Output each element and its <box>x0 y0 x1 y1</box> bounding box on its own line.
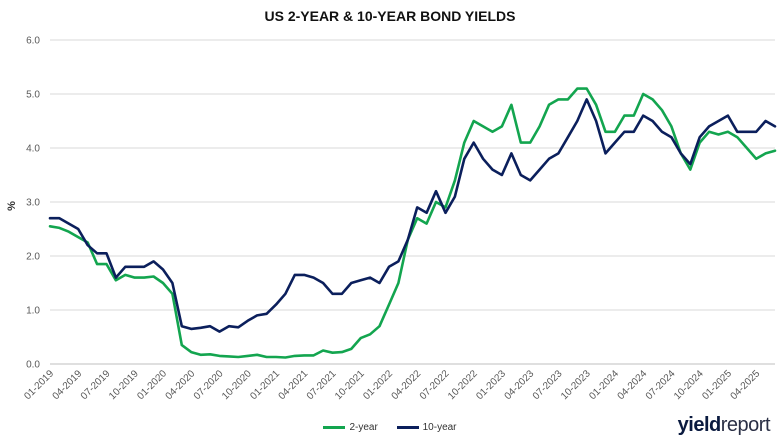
x-tick-label: 07-2020 <box>192 368 226 402</box>
x-tick-label: 04-2020 <box>164 368 198 402</box>
logo-text-bold: yield <box>677 414 722 436</box>
x-axis-ticks: 01-201904-201907-201910-201901-202004-20… <box>22 368 762 402</box>
y-axis-ticks: 0.0 1.0 2.0 3.0 4.0 5.0 6.0 <box>26 36 40 371</box>
series-line-2-year <box>48 87 777 359</box>
y-tick-label: 6.0 <box>26 36 40 47</box>
x-tick-label: 07-2021 <box>305 368 339 402</box>
x-tick-label: 07-2024 <box>644 368 678 402</box>
legend-label-2-year: 2-year <box>349 422 378 433</box>
yieldreport-logo: yieldreport <box>677 414 771 437</box>
y-tick-label: 4.0 <box>26 144 40 155</box>
y-tick-label: 5.0 <box>26 90 40 101</box>
x-tick-label: 10-2022 <box>446 368 480 402</box>
legend-item-2-year: 2-year <box>323 422 378 433</box>
legend-label-10-year: 10-year <box>422 422 457 433</box>
y-axis-label: % <box>6 201 18 211</box>
y-tick-label: 1.0 <box>26 306 40 317</box>
y-tick-label: 3.0 <box>26 198 40 209</box>
x-tick-label: 01-2022 <box>361 368 395 402</box>
x-tick-label: 07-2022 <box>418 368 452 402</box>
x-tick-label: 04-2024 <box>616 368 650 402</box>
x-tick-label: 01-2025 <box>700 368 734 402</box>
x-tick-label: 10-2023 <box>559 368 593 402</box>
y-tick-label: 2.0 <box>26 252 40 263</box>
x-tick-label: 07-2019 <box>79 368 113 402</box>
legend-item-10-year: 10-year <box>396 422 457 433</box>
logo-text-regular: report <box>720 414 771 436</box>
y-tick-label: 0.0 <box>26 360 40 371</box>
x-tick-label: 10-2019 <box>107 368 141 402</box>
legend-swatch-2-year <box>323 426 346 429</box>
grid-layer <box>50 39 775 365</box>
series-layer <box>48 87 777 359</box>
x-tick-label: 01-2019 <box>22 368 56 402</box>
legend-swatch-10-year <box>396 426 419 429</box>
x-tick-label: 01-2023 <box>474 368 508 402</box>
legend: 2-year 10-year <box>0 421 780 433</box>
x-tick-label: 04-2025 <box>729 368 763 402</box>
x-tick-label: 04-2022 <box>390 368 424 402</box>
x-tick-label: 01-2020 <box>135 368 169 402</box>
x-tick-label: 10-2021 <box>333 368 367 402</box>
x-tick-label: 04-2021 <box>277 368 311 402</box>
x-tick-label: 01-2021 <box>248 368 282 402</box>
x-tick-label: 07-2023 <box>531 368 565 402</box>
chart-title: US 2-YEAR & 10-YEAR BOND YIELDS <box>264 8 516 24</box>
x-tick-label: 10-2020 <box>220 368 254 402</box>
x-tick-label: 10-2024 <box>672 368 706 402</box>
x-tick-label: 04-2019 <box>51 368 85 402</box>
series-line-10-year <box>48 98 777 333</box>
x-tick-label: 01-2024 <box>587 368 621 402</box>
x-tick-label: 04-2023 <box>503 368 537 402</box>
